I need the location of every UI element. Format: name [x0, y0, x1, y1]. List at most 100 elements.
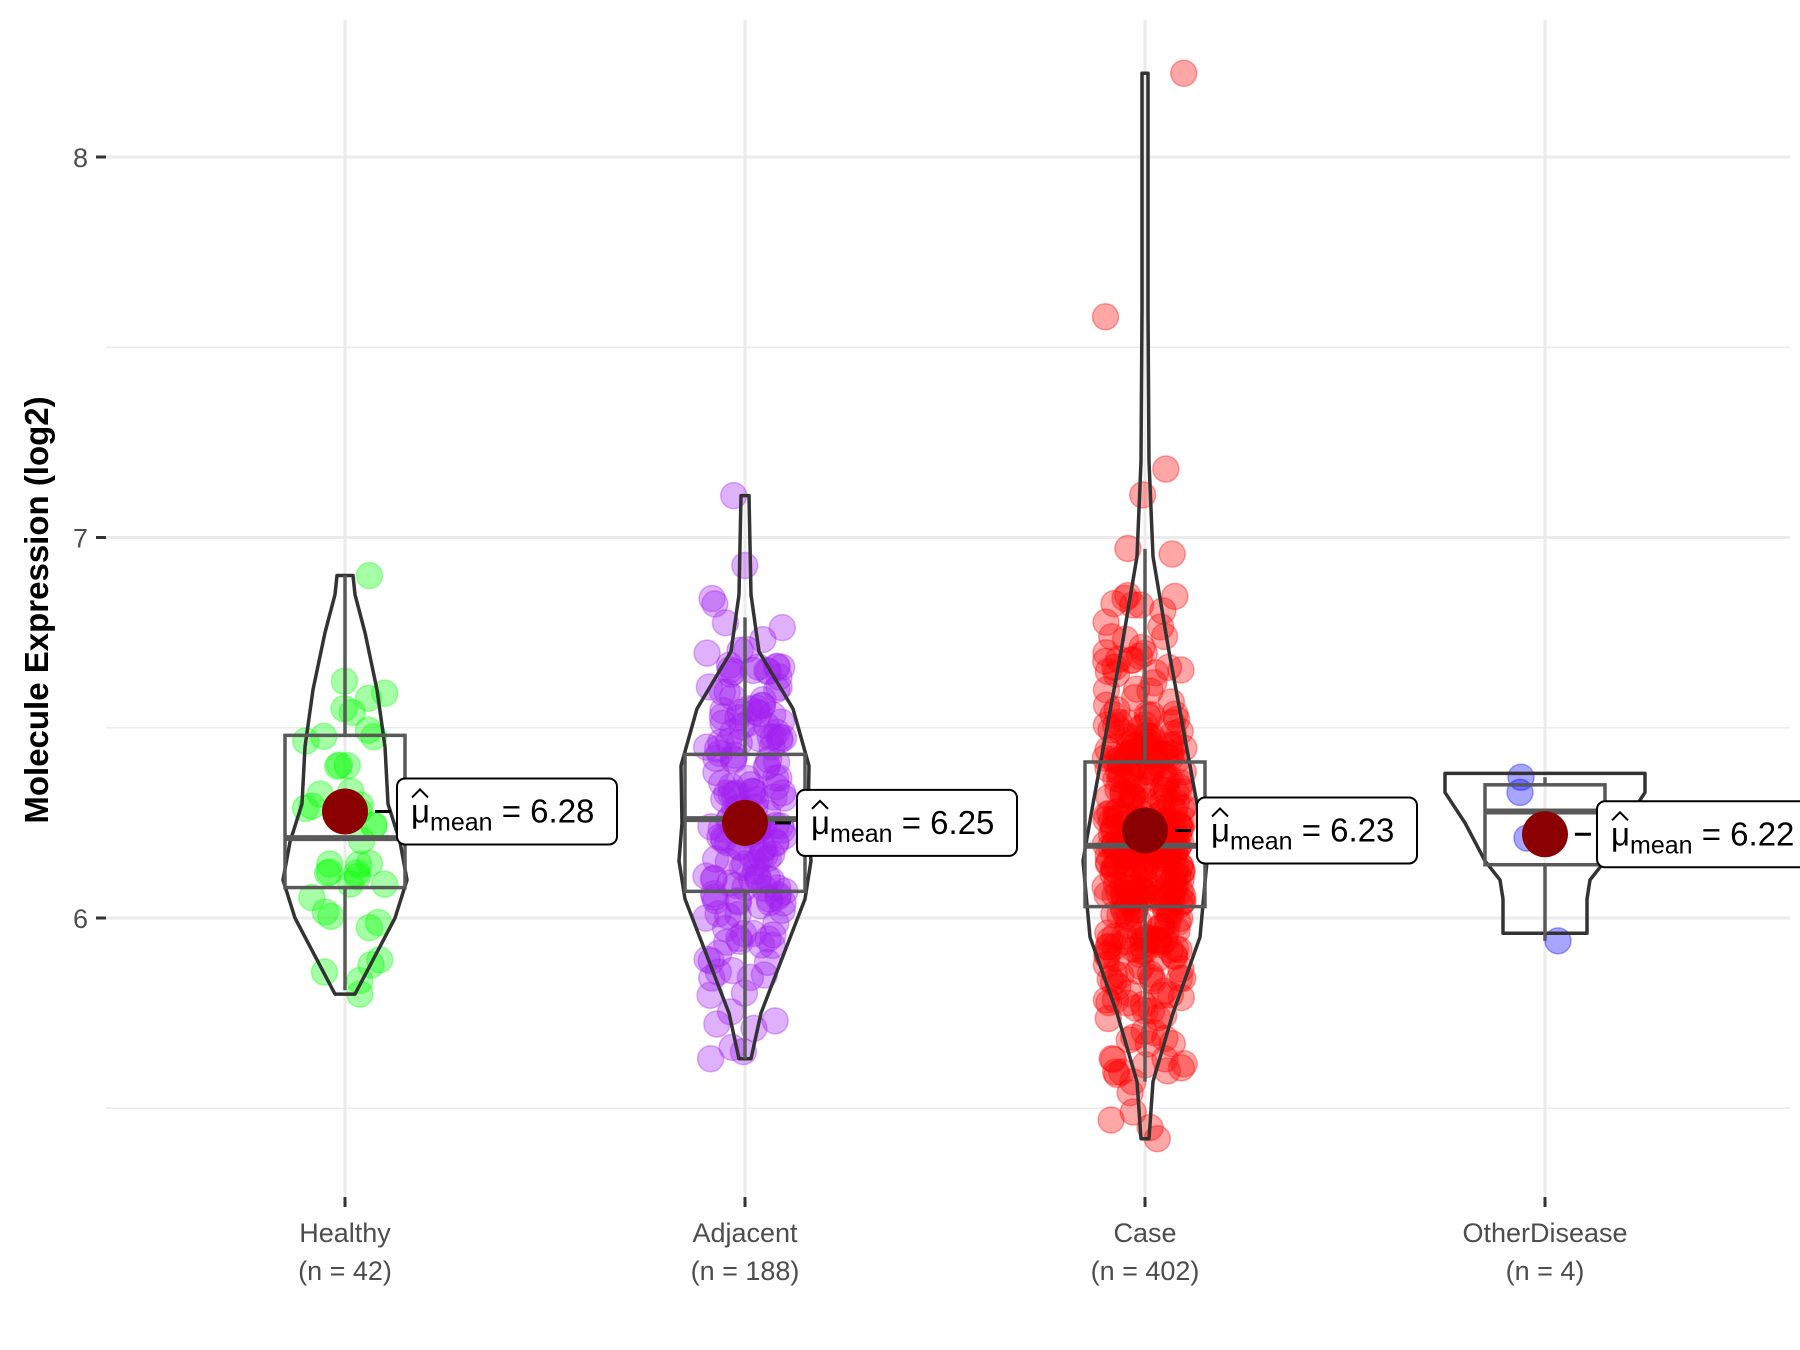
data-point: [1102, 765, 1130, 793]
data-point: [753, 751, 782, 780]
data-point: [1152, 883, 1180, 911]
data-point: [1130, 855, 1158, 883]
data-point: [298, 883, 326, 912]
data-point: [1161, 582, 1189, 611]
data-point: [1119, 591, 1147, 619]
data-point: [1122, 994, 1150, 1022]
data-point: [1157, 791, 1186, 819]
data-point: [728, 712, 756, 741]
mean-subscript: mean: [1630, 831, 1693, 859]
mean-subscript: mean: [430, 808, 493, 836]
data-point: [1161, 861, 1189, 890]
data-point: [760, 783, 788, 811]
mean-subscript: mean: [1230, 827, 1293, 855]
data-point: [762, 909, 790, 937]
data-point: [763, 718, 791, 746]
hat-symbol: [411, 788, 429, 799]
data-point: [736, 771, 765, 799]
data-point: [766, 723, 794, 752]
group-case: μmean = 6.23: [1081, 59, 1418, 1153]
data-point: [1110, 897, 1138, 925]
data-point: [1160, 873, 1188, 901]
data-point: [1102, 870, 1131, 899]
data-point: [1093, 942, 1122, 970]
data-point: [1114, 534, 1142, 563]
data-point: [1122, 732, 1150, 760]
data-point: [708, 702, 737, 731]
data-point: [1133, 728, 1162, 756]
data-point: [1092, 805, 1120, 834]
data-point: [1162, 935, 1190, 963]
data-point: [1130, 877, 1158, 905]
data-point: [1107, 717, 1136, 746]
data-point: [1131, 771, 1160, 800]
data-point: [1156, 744, 1185, 772]
data-point: [1118, 873, 1147, 902]
data-point: [1110, 922, 1139, 950]
data-point: [1156, 739, 1185, 767]
data-point: [1134, 1030, 1162, 1058]
data-point: [693, 639, 721, 667]
mean-label-box: [1596, 800, 1800, 869]
data-point: [1096, 926, 1124, 955]
data-point: [765, 663, 793, 691]
data-point: [1099, 854, 1128, 882]
data-point: [1146, 784, 1175, 813]
data-point: [1152, 917, 1181, 945]
data-point: [1113, 873, 1141, 902]
data-point: [1137, 757, 1165, 786]
data-point: [1143, 853, 1172, 881]
mean-point: [1122, 807, 1168, 854]
data-point: [1133, 926, 1161, 954]
data-point: [1150, 926, 1179, 954]
data-point: [1152, 777, 1181, 805]
data-point: [764, 874, 792, 902]
data-point: [1149, 787, 1177, 815]
data-point: [1118, 782, 1147, 810]
data-point: [746, 892, 775, 920]
data-point: [730, 850, 759, 878]
data-point: [1146, 930, 1175, 959]
y-tick-label: 8: [73, 143, 88, 173]
data-point: [1107, 961, 1135, 990]
data-point: [759, 722, 788, 751]
data-point: [1133, 721, 1161, 750]
data-point: [1105, 708, 1133, 736]
data-point: [1136, 759, 1164, 787]
data-point: [1097, 1106, 1125, 1134]
data-point: [1095, 783, 1123, 812]
data-point: [1158, 709, 1186, 737]
data-point: [1164, 908, 1192, 937]
data-point: [1166, 852, 1195, 880]
data-point: [1127, 952, 1156, 981]
data-point: [1110, 882, 1138, 911]
mean-label-box: [796, 788, 1018, 857]
data-point: [757, 840, 786, 868]
data-point: [1170, 1050, 1198, 1078]
data-point: [1156, 902, 1184, 930]
x-tick-label: Healthy: [299, 1218, 391, 1248]
data-point: [750, 874, 779, 903]
data-point: [1111, 780, 1139, 809]
data-point: [709, 709, 737, 737]
data-point: [756, 888, 784, 917]
data-point: [1146, 888, 1175, 916]
data-point: [325, 751, 354, 779]
data-point: [1150, 889, 1178, 917]
data-point: [1144, 750, 1173, 778]
x-axis: Healthy (n = 42) Adjacent (n = 188) Case (n =…: [298, 1197, 1628, 1286]
data-point: [1165, 935, 1193, 964]
mean-point: [322, 788, 368, 835]
data-point: [1101, 922, 1129, 951]
x-tick-count: (n = 402): [1091, 1256, 1200, 1286]
data-point: [1099, 1045, 1128, 1074]
data-point: [711, 609, 740, 637]
data-point: [1167, 1054, 1196, 1082]
mean-label-box: [396, 777, 618, 846]
data-point: [1127, 921, 1155, 949]
data-point: [742, 849, 770, 877]
mu-symbol: μ: [1211, 811, 1230, 848]
data-point: [1121, 737, 1150, 766]
data-point: [1151, 858, 1179, 886]
data-point: [759, 921, 787, 949]
